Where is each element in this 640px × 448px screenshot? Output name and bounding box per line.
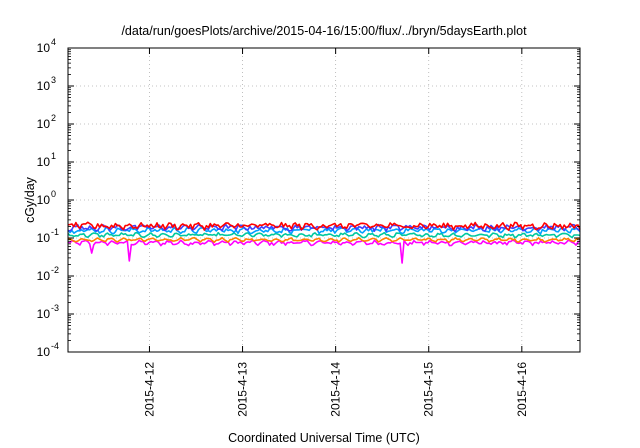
grid-lines [68,48,580,352]
svg-text:0: 0 [51,189,56,199]
y-tick-label: 10 1 [37,151,56,169]
series-line [67,223,581,232]
svg-text:10: 10 [37,117,51,131]
svg-text:10: 10 [37,193,51,207]
svg-text:3: 3 [51,75,56,85]
svg-text:-1: -1 [51,227,59,237]
y-tick-label: 10 -4 [37,341,59,359]
y-tick-label: 10 4 [37,37,56,55]
y-tick-label: 10 -2 [37,265,59,283]
svg-text:4: 4 [51,37,56,47]
svg-text:10: 10 [37,231,51,245]
y-axis-label: cGy/day [23,176,37,223]
x-tick-label: 2015-4-16 [515,362,529,417]
x-tick-label: 2015-4-13 [236,362,250,417]
svg-text:10: 10 [37,41,51,55]
x-tick-label: 2015-4-12 [142,362,156,417]
series-line [67,239,581,264]
y-tick-label: 10 -1 [37,227,59,245]
svg-text:-3: -3 [51,303,59,313]
svg-text:10: 10 [37,155,51,169]
x-tick-label: 2015-4-15 [422,362,436,417]
data-series [67,221,581,264]
series-line [67,236,581,243]
svg-text:10: 10 [37,79,51,93]
x-axis-label: Coordinated Universal Time (UTC) [228,431,420,445]
svg-text:10: 10 [37,345,51,359]
series-line [67,221,581,232]
svg-text:-2: -2 [51,265,59,275]
svg-text:1: 1 [51,151,56,161]
x-tick-label: 2015-4-14 [329,362,343,417]
y-tick-label: 10 3 [37,75,56,93]
y-tick-label: 10 -3 [37,303,59,321]
svg-text:10: 10 [37,307,51,321]
y-tick-label: 10 0 [37,189,56,207]
y-tick-label: 10 2 [37,113,56,131]
svg-text:2: 2 [51,113,56,123]
x-axis-ticks: 2015-4-12 2015-4-13 2015-4-14 2015-4-15 2015… [142,48,529,417]
svg-text:-4: -4 [51,341,59,351]
series-line [67,231,581,239]
chart-title: /data/run/goesPlots/archive/2015-04-16/1… [121,24,527,38]
svg-text:10: 10 [37,269,51,283]
